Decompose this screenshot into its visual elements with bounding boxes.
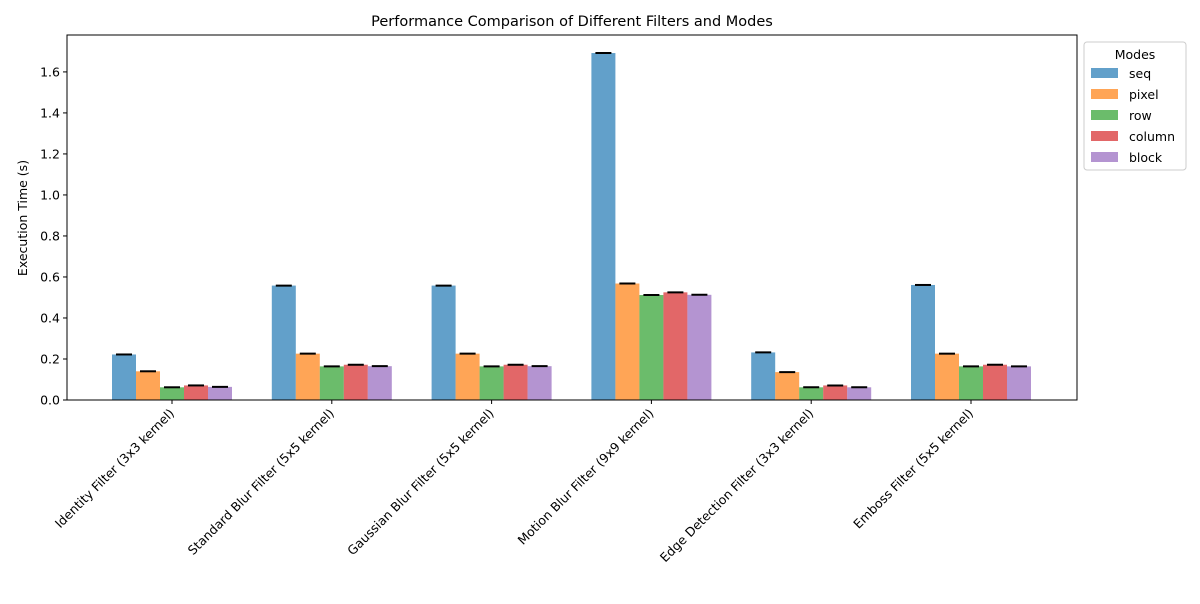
bar-pixel bbox=[775, 372, 800, 400]
bar-seq bbox=[271, 285, 296, 400]
bars-layer bbox=[112, 53, 1031, 400]
x-tick-label: Motion Blur Filter (9x9 kernel) bbox=[514, 406, 656, 548]
bar-row bbox=[160, 387, 184, 400]
bar-column bbox=[184, 385, 208, 400]
bar-seq bbox=[751, 352, 776, 400]
bar-block bbox=[367, 366, 392, 400]
legend-label-seq: seq bbox=[1129, 66, 1151, 81]
bar-seq bbox=[431, 285, 456, 400]
legend: Modes seq pixel row column block bbox=[1083, 41, 1187, 171]
bar-block bbox=[1007, 366, 1031, 400]
y-tick-label: 1.6 bbox=[40, 64, 60, 79]
legend-swatch-row bbox=[1091, 110, 1118, 120]
legend-swatch-pixel bbox=[1091, 89, 1118, 99]
bar-column bbox=[983, 364, 1007, 400]
bar-block bbox=[208, 386, 232, 400]
chart-title: Performance Comparison of Different Filt… bbox=[371, 14, 773, 30]
bar-column bbox=[823, 385, 848, 400]
bar-pixel bbox=[136, 371, 160, 400]
x-tick-label: Standard Blur Filter (5x5 kernel) bbox=[185, 406, 337, 558]
y-tick-label: 1.0 bbox=[40, 187, 60, 202]
bar-row bbox=[959, 366, 983, 400]
legend-label-column: column bbox=[1129, 129, 1175, 144]
bar-block bbox=[527, 366, 552, 400]
bar-row bbox=[639, 295, 664, 400]
y-tick-label: 0.0 bbox=[40, 393, 60, 408]
bar-seq bbox=[911, 284, 935, 400]
y-axis-label: Execution Time (s) bbox=[15, 160, 30, 276]
y-tick-label: 0.8 bbox=[40, 228, 60, 243]
legend-swatch-block bbox=[1091, 152, 1118, 162]
bar-pixel bbox=[935, 353, 959, 400]
x-axis-ticks: Identity Filter (3x3 kernel) Standard Blu… bbox=[52, 400, 976, 565]
legend-label-pixel: pixel bbox=[1129, 87, 1159, 102]
legend-swatch-seq bbox=[1091, 68, 1118, 78]
legend-items: seq pixel row column block bbox=[1091, 66, 1175, 165]
y-tick-label: 1.2 bbox=[40, 146, 60, 161]
bar-column bbox=[503, 364, 528, 400]
y-tick-label: 0.2 bbox=[40, 351, 60, 366]
legend-swatch-column bbox=[1091, 131, 1118, 141]
bar-row bbox=[479, 366, 504, 400]
bar-seq bbox=[112, 354, 136, 400]
bar-pixel bbox=[455, 353, 480, 400]
x-tick-label: Gaussian Blur Filter (5x5 kernel) bbox=[344, 406, 497, 559]
x-tick-label: Edge Detection Filter (3x3 kernel) bbox=[657, 406, 817, 566]
bar-pixel bbox=[615, 283, 640, 400]
x-tick-label: Identity Filter (3x3 kernel) bbox=[52, 406, 177, 531]
legend-label-block: block bbox=[1129, 150, 1163, 165]
bar-column bbox=[343, 364, 368, 400]
legend-label-row: row bbox=[1129, 108, 1152, 123]
bar-row bbox=[799, 387, 824, 400]
bar-pixel bbox=[295, 353, 320, 400]
bar-seq bbox=[591, 53, 616, 400]
bar-block bbox=[687, 294, 712, 400]
error-bars-layer bbox=[116, 52, 1027, 389]
plot-frame bbox=[66, 34, 1078, 401]
y-tick-label: 1.4 bbox=[40, 105, 60, 120]
y-tick-label: 0.4 bbox=[40, 310, 60, 325]
legend-title: Modes bbox=[1115, 47, 1156, 62]
bar-row bbox=[319, 366, 344, 400]
y-axis-ticks: 0.0 0.2 0.4 0.6 0.8 1.0 1.2 1.4 1.6 bbox=[40, 64, 67, 408]
y-tick-label: 0.6 bbox=[40, 269, 60, 284]
bar-block bbox=[847, 387, 872, 400]
bar-column bbox=[663, 292, 688, 400]
x-tick-label: Emboss Filter (5x5 kernel) bbox=[850, 406, 976, 532]
